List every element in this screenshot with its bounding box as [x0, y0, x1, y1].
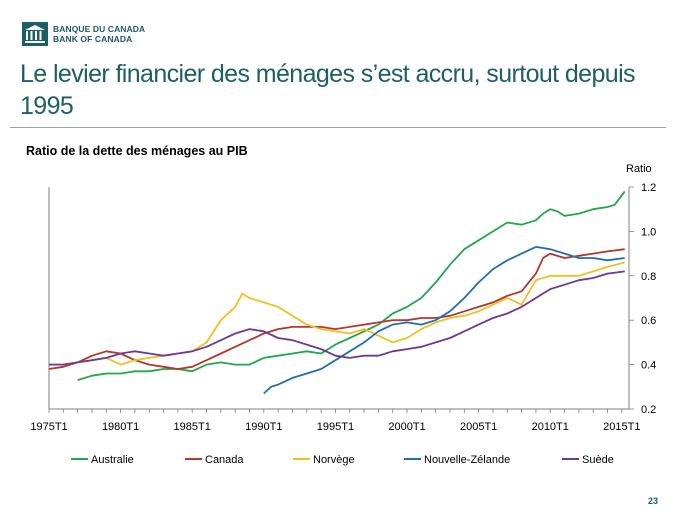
- page-title: Le levier financier des ménages s’est ac…: [20, 60, 636, 120]
- x-tick-label: 2005T1: [460, 421, 497, 433]
- x-tick-label: 2015T1: [603, 421, 640, 433]
- bank-logo: BANQUE DU CANADA BANK OF CANADA: [22, 22, 145, 46]
- y-tick-label: 1.2: [641, 182, 656, 194]
- chart-title: Ratio de la dette des ménages au PIB: [26, 144, 248, 158]
- legend-label: Australie: [91, 454, 134, 466]
- y-axis-label: Ratio: [626, 163, 652, 175]
- logo-line-2: BANK OF CANADA: [53, 34, 133, 44]
- legend-label: Norvège: [313, 454, 355, 466]
- y-tick-label: 0.4: [641, 360, 656, 372]
- legend-label: Nouvelle-Zélande: [424, 454, 510, 466]
- x-tick-label: 1980T1: [102, 421, 139, 433]
- x-tick-label: 1995T1: [317, 421, 354, 433]
- bank-building-icon: [22, 22, 48, 46]
- series-line-nouvelle-z-lande: [263, 245, 625, 395]
- y-tick-label: 0.6: [641, 315, 656, 327]
- series-line-norv-ge: [49, 261, 625, 366]
- title-divider: [10, 127, 666, 128]
- x-tick-label: 1985T1: [174, 421, 211, 433]
- legend: Australie Canada Norvège Nouvelle-Zélande Su…: [71, 454, 614, 466]
- series-line-australie: [77, 190, 626, 381]
- axes: 1975T1 1980T1 1985T1 1990T1 1995T1 2000T1 2005…: [30, 182, 656, 433]
- legend-label: Suède: [582, 454, 614, 466]
- x-tick-label: 2000T1: [388, 421, 425, 433]
- x-tick-label: 1990T1: [245, 421, 282, 433]
- series-line-canada: [48, 248, 625, 370]
- x-tick-label: 2010T1: [532, 421, 569, 433]
- x-tick-label: 1975T1: [30, 421, 67, 433]
- y-tick-label: 0.2: [641, 404, 656, 416]
- y-tick-label: 1.0: [641, 226, 656, 238]
- page-number: 23: [648, 496, 659, 506]
- y-tick-label: 0.8: [641, 271, 656, 283]
- legend-label: Canada: [205, 454, 244, 466]
- series-line-su-de: [49, 270, 625, 366]
- series-lines: [48, 190, 626, 395]
- logo-line-1: BANQUE DU CANADA: [53, 24, 146, 34]
